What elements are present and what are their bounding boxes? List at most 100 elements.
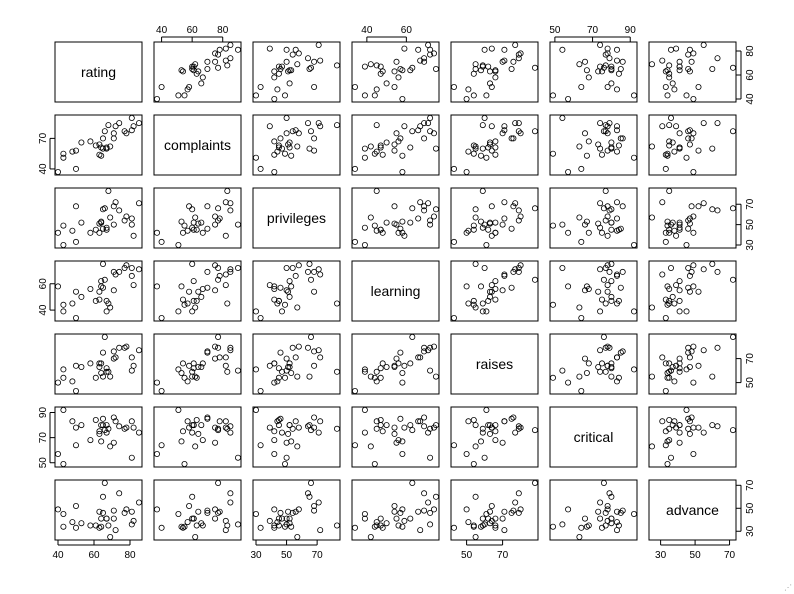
- data-point: [608, 260, 615, 267]
- data-point: [472, 145, 479, 152]
- data-point: [472, 493, 479, 500]
- data-point: [96, 229, 103, 236]
- data-point: [488, 147, 495, 154]
- data-point: [421, 490, 428, 497]
- data-point: [614, 123, 621, 130]
- data-point: [271, 450, 278, 457]
- data-point: [532, 64, 539, 71]
- data-point: [78, 219, 85, 226]
- resize-grip: ⋰: [784, 583, 792, 592]
- tick-label: 40: [361, 25, 373, 36]
- data-point: [686, 363, 693, 370]
- data-point: [292, 127, 299, 134]
- data-point: [175, 308, 182, 315]
- data-point: [483, 308, 490, 315]
- data-point: [483, 154, 490, 161]
- data-point: [73, 424, 80, 431]
- data-point: [73, 442, 80, 449]
- data-point: [690, 450, 697, 457]
- data-point: [565, 283, 572, 290]
- panel-frame: [153, 479, 242, 541]
- tick-label: 30: [745, 525, 756, 537]
- data-point: [278, 429, 285, 436]
- data-point: [128, 418, 135, 425]
- data-point: [307, 276, 314, 283]
- panel-frame: [54, 260, 143, 322]
- data-point: [73, 238, 80, 245]
- data-point: [193, 374, 200, 381]
- data-point: [690, 262, 697, 269]
- data-point: [304, 490, 311, 497]
- data-point: [617, 284, 624, 291]
- data-point: [401, 232, 408, 239]
- data-point: [288, 523, 295, 530]
- data-point: [100, 415, 107, 422]
- data-point: [178, 67, 185, 74]
- data-point: [578, 387, 585, 394]
- panel-learning-vs-critical: [351, 406, 440, 468]
- data-point: [492, 422, 499, 429]
- data-point: [373, 418, 380, 425]
- data-point: [186, 288, 193, 295]
- data-point: [602, 509, 609, 516]
- data-point: [275, 416, 282, 423]
- data-point: [204, 509, 211, 516]
- data-point: [379, 229, 386, 236]
- diagonal-panel-privileges: privileges: [252, 187, 341, 249]
- data-point: [666, 416, 673, 423]
- tick-label: 40: [156, 25, 168, 36]
- data-point: [608, 278, 615, 285]
- data-point: [96, 524, 103, 531]
- data-point: [559, 264, 566, 271]
- tick-label: 50: [745, 219, 756, 231]
- panel-frame: [153, 41, 242, 103]
- data-point: [676, 278, 683, 285]
- data-point: [274, 86, 281, 93]
- data-point: [470, 523, 477, 530]
- data-point: [510, 203, 517, 210]
- data-point: [222, 424, 229, 431]
- data-point: [190, 422, 197, 429]
- data-point: [189, 66, 196, 73]
- data-point: [472, 260, 479, 267]
- panel-complaints-vs-rating: [153, 41, 242, 103]
- data-point: [499, 439, 506, 446]
- data-point: [597, 266, 604, 273]
- data-point: [315, 266, 322, 273]
- data-point: [676, 58, 683, 65]
- data-point: [204, 349, 211, 356]
- data-point: [690, 213, 697, 220]
- panel-frame: [450, 406, 539, 468]
- data-point: [617, 66, 624, 73]
- data-point: [391, 147, 398, 154]
- data-point: [559, 115, 566, 122]
- data-point: [101, 128, 108, 135]
- data-point: [198, 293, 205, 300]
- panel-complaints-vs-critical: [153, 406, 242, 468]
- data-point: [430, 50, 437, 57]
- data-point: [204, 415, 211, 422]
- panel-frame: [648, 114, 737, 176]
- data-point: [101, 479, 108, 486]
- data-point: [277, 349, 284, 356]
- data-point: [576, 304, 583, 311]
- panel-frame: [450, 114, 539, 176]
- data-point: [179, 68, 186, 75]
- data-point: [649, 373, 656, 380]
- data-point: [383, 219, 390, 226]
- data-point: [367, 143, 374, 150]
- data-point: [669, 80, 676, 87]
- data-point: [421, 55, 428, 62]
- data-point: [252, 308, 259, 315]
- data-point: [512, 120, 519, 127]
- data-point: [597, 308, 604, 315]
- data-point: [383, 363, 390, 370]
- data-point: [486, 430, 493, 437]
- data-point: [421, 135, 428, 142]
- data-point: [215, 64, 222, 71]
- data-point: [60, 241, 67, 248]
- data-point: [315, 42, 322, 49]
- data-point: [614, 519, 621, 526]
- data-point: [463, 450, 470, 457]
- data-point: [604, 123, 611, 130]
